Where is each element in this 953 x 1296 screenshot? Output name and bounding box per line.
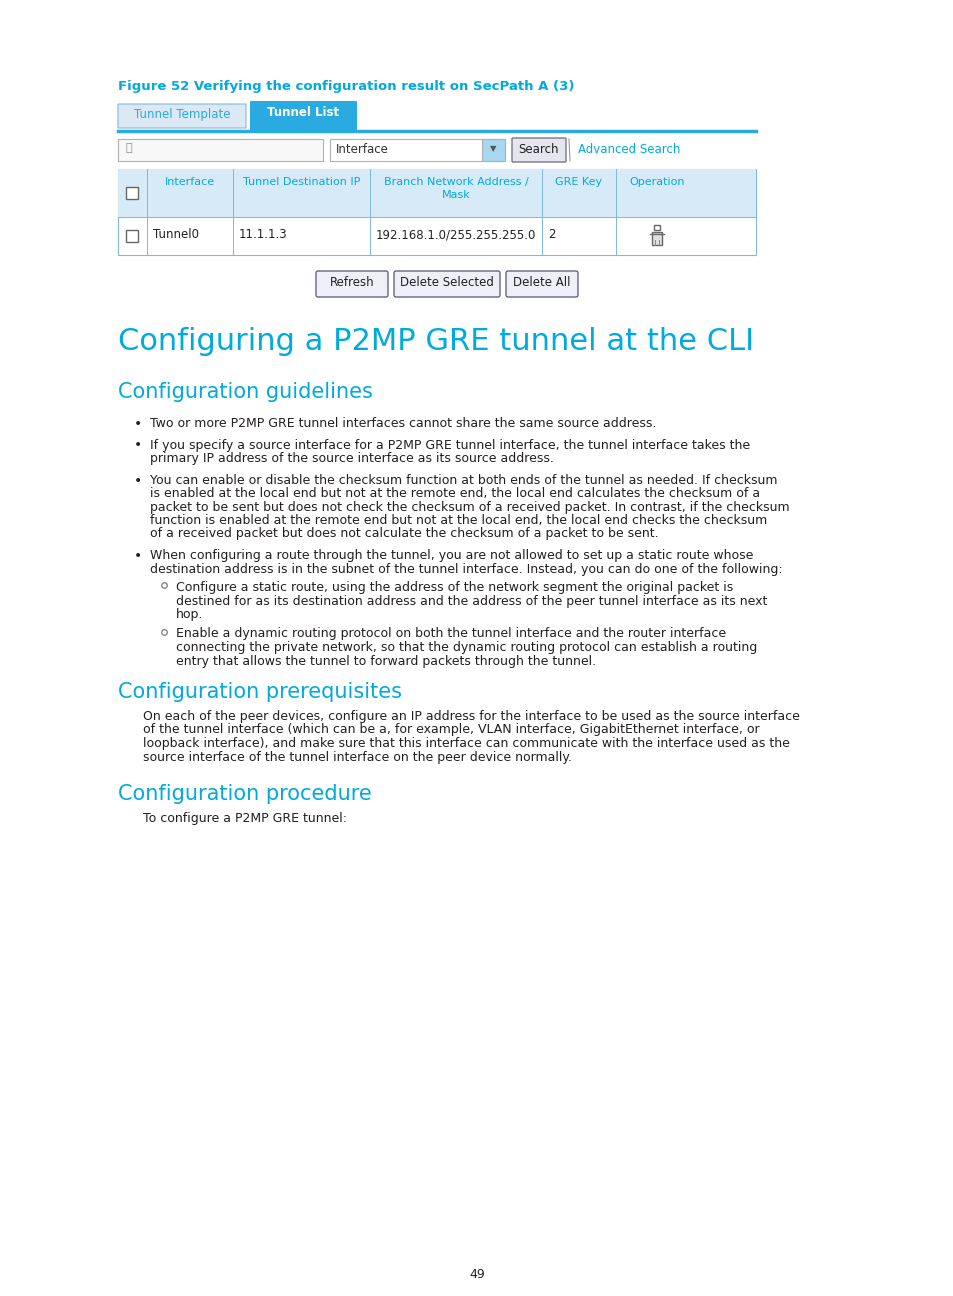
Text: Configure a static route, using the address of the network segment the original : Configure a static route, using the addr…	[175, 581, 733, 594]
Text: •: •	[133, 550, 142, 562]
Text: Operation: Operation	[629, 178, 684, 187]
Text: of the tunnel interface (which can be a, for example, VLAN interface, GigabitEth: of the tunnel interface (which can be a,…	[143, 723, 759, 736]
Text: destination address is in the subnet of the tunnel interface. Instead, you can d: destination address is in the subnet of …	[150, 562, 781, 575]
Bar	[118, 168, 755, 216]
Bar	[652, 232, 661, 245]
Text: Tunnel Template: Tunnel Template	[133, 108, 230, 121]
Text: Advanced Search: Advanced Search	[578, 143, 679, 156]
Bar	[481, 139, 504, 161]
Text: source interface of the tunnel interface on the peer device normally.: source interface of the tunnel interface…	[143, 750, 572, 763]
Text: ▼: ▼	[489, 144, 496, 153]
Text: primary IP address of the source interface as its source address.: primary IP address of the source interfa…	[150, 452, 554, 465]
Text: On each of the peer devices, configure an IP address for the interface to be use: On each of the peer devices, configure a…	[143, 710, 799, 723]
Text: is enabled at the local end but not at the remote end, the local end calculates : is enabled at the local end but not at t…	[150, 487, 760, 500]
Text: Configuration guidelines: Configuration guidelines	[118, 382, 373, 402]
Text: GRE Key: GRE Key	[555, 178, 602, 187]
Bar	[330, 139, 504, 161]
Text: Configuring a P2MP GRE tunnel at the CLI: Configuring a P2MP GRE tunnel at the CLI	[118, 327, 753, 356]
FancyBboxPatch shape	[512, 137, 565, 162]
Bar	[126, 187, 138, 200]
Text: •: •	[133, 438, 142, 452]
Text: function is enabled at the remote end but not at the local end, the local end ch: function is enabled at the remote end bu…	[150, 515, 766, 527]
Bar	[126, 229, 138, 242]
Text: •: •	[133, 417, 142, 432]
Text: Configuration prerequisites: Configuration prerequisites	[118, 682, 401, 702]
Text: When configuring a route through the tunnel, you are not allowed to set up a sta: When configuring a route through the tun…	[150, 550, 753, 562]
Text: Tunnel0: Tunnel0	[152, 228, 198, 241]
Text: Tunnel List: Tunnel List	[267, 106, 338, 119]
FancyBboxPatch shape	[394, 271, 499, 297]
Text: of a received packet but does not calculate the checksum of a packet to be sent.: of a received packet but does not calcul…	[150, 527, 658, 540]
Text: ⌕: ⌕	[126, 143, 132, 153]
Text: Tunnel Destination IP: Tunnel Destination IP	[242, 178, 359, 187]
Text: Delete Selected: Delete Selected	[399, 276, 494, 289]
Text: Interface: Interface	[335, 143, 389, 156]
Text: entry that allows the tunnel to forward packets through the tunnel.: entry that allows the tunnel to forward …	[175, 654, 596, 667]
Text: Refresh: Refresh	[330, 276, 374, 289]
Text: 11.1.1.3: 11.1.1.3	[238, 228, 287, 241]
Text: destined for as its destination address and the address of the peer tunnel inter: destined for as its destination address …	[175, 595, 766, 608]
Text: hop.: hop.	[175, 608, 203, 621]
Text: packet to be sent but does not check the checksum of a received packet. In contr: packet to be sent but does not check the…	[150, 500, 789, 513]
Text: •: •	[133, 473, 142, 487]
Text: Interface: Interface	[165, 178, 214, 187]
Bar	[654, 226, 659, 229]
Text: Configuration procedure: Configuration procedure	[118, 784, 372, 804]
Text: To configure a P2MP GRE tunnel:: To configure a P2MP GRE tunnel:	[143, 813, 347, 826]
Text: 2: 2	[548, 228, 556, 241]
FancyBboxPatch shape	[118, 104, 246, 128]
Text: Search: Search	[518, 143, 558, 156]
FancyBboxPatch shape	[505, 271, 578, 297]
Bar	[118, 168, 755, 255]
Text: Figure 52 Verifying the configuration result on SecPath A (3): Figure 52 Verifying the configuration re…	[118, 80, 574, 93]
Text: Two or more P2MP GRE tunnel interfaces cannot share the same source address.: Two or more P2MP GRE tunnel interfaces c…	[150, 417, 656, 430]
Text: If you specify a source interface for a P2MP GRE tunnel interface, the tunnel in: If you specify a source interface for a …	[150, 438, 749, 451]
Bar	[118, 139, 323, 161]
Text: 192.168.1.0/255.255.255.0: 192.168.1.0/255.255.255.0	[375, 228, 536, 241]
FancyBboxPatch shape	[250, 101, 356, 132]
Text: loopback interface), and make sure that this interface can communicate with the : loopback interface), and make sure that …	[143, 737, 789, 750]
FancyBboxPatch shape	[315, 271, 388, 297]
Text: 49: 49	[469, 1267, 484, 1280]
Text: Enable a dynamic routing protocol on both the tunnel interface and the router in: Enable a dynamic routing protocol on bot…	[175, 627, 725, 640]
Text: You can enable or disable the checksum function at both ends of the tunnel as ne: You can enable or disable the checksum f…	[150, 473, 777, 486]
Text: Delete All: Delete All	[513, 276, 570, 289]
Text: Branch Network Address /
Mask: Branch Network Address / Mask	[383, 178, 528, 200]
Text: connecting the private network, so that the dynamic routing protocol can establi: connecting the private network, so that …	[175, 642, 757, 654]
